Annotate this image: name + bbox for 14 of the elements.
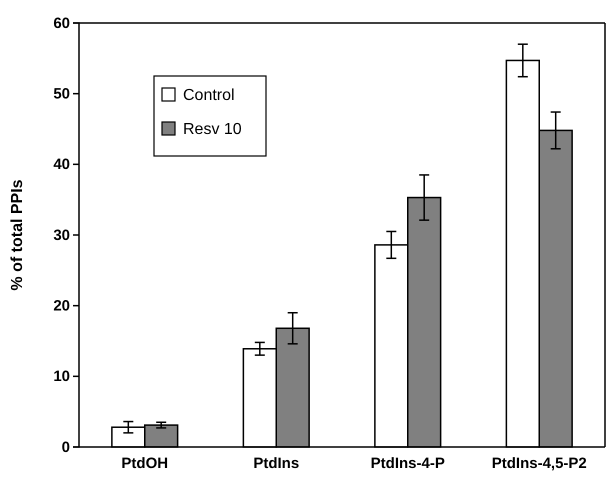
y-tick-label: 30	[53, 226, 70, 244]
x-tick-label: PtdIns-4-P	[370, 455, 445, 472]
y-tick-label: 20	[53, 297, 70, 314]
x-tick-label: PtdIns-4,5-P2	[492, 455, 587, 472]
legend-label: Resv 10	[183, 121, 242, 138]
x-tick-label: PtdOH	[121, 455, 168, 472]
legend-label: Control	[183, 87, 235, 104]
y-tick-label: 60	[53, 14, 70, 32]
y-axis-title: % of total PPIs	[9, 179, 26, 291]
y-tick-label: 0	[62, 438, 70, 456]
y-tick-label: 40	[53, 156, 70, 174]
y-tick-label: 50	[53, 85, 70, 102]
x-tick-label: PtdIns	[253, 455, 300, 472]
y-tick-label: 10	[53, 368, 70, 386]
